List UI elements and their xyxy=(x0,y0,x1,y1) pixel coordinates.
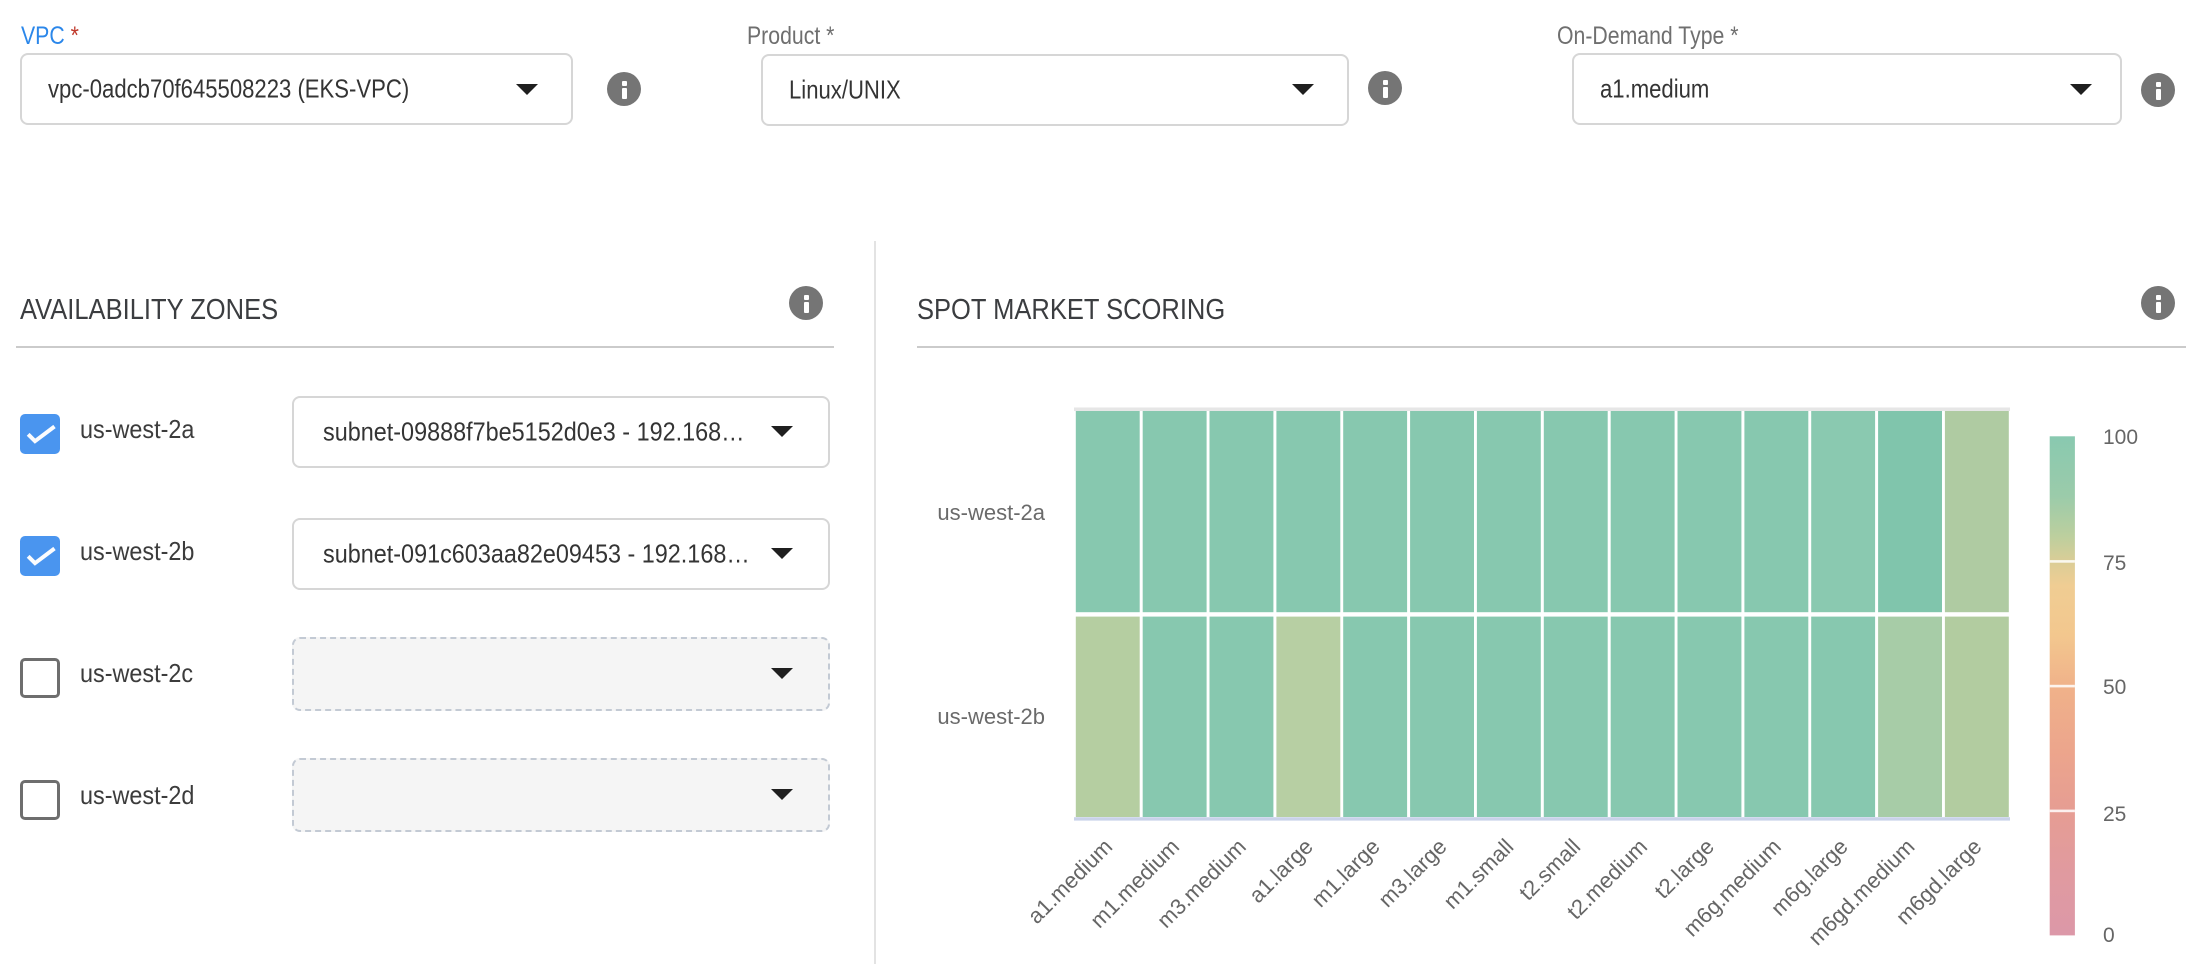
svg-text:0: 0 xyxy=(2103,924,2115,947)
svg-text:50: 50 xyxy=(2103,676,2126,699)
svg-text:m3.large: m3.large xyxy=(1373,834,1451,912)
svg-text:75: 75 xyxy=(2103,552,2126,575)
svg-text:m1.small: m1.small xyxy=(1439,834,1519,914)
svg-text:m1.large: m1.large xyxy=(1307,834,1385,912)
svg-text:25: 25 xyxy=(2103,803,2126,826)
svg-text:us-west-2a: us-west-2a xyxy=(937,500,1045,525)
svg-text:100: 100 xyxy=(2103,426,2138,449)
svg-text:a1.large: a1.large xyxy=(1244,834,1318,908)
svg-text:us-west-2b: us-west-2b xyxy=(937,704,1045,729)
